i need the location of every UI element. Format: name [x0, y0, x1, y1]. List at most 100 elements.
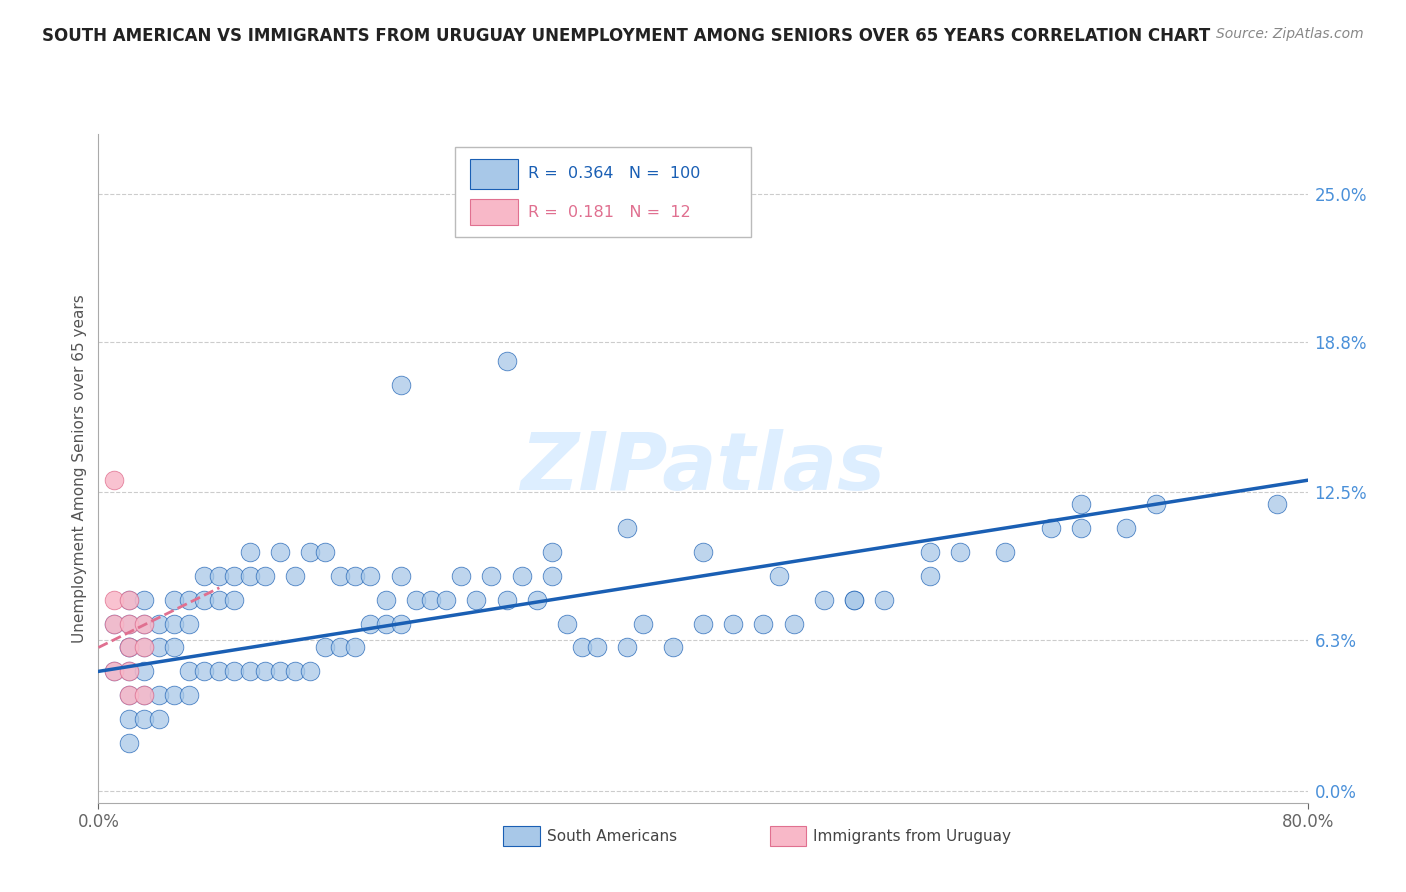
Point [1144, 497, 1167, 511]
Point [118, 640, 141, 655]
Point [179, 688, 201, 702]
Point [510, 569, 533, 583]
Point [360, 616, 382, 631]
Point [118, 592, 141, 607]
Bar [503, 826, 540, 847]
Bar [470, 199, 517, 226]
Point [662, 640, 685, 655]
Point [495, 353, 517, 368]
Bar [470, 160, 517, 189]
Point [1070, 497, 1092, 511]
Point [103, 665, 125, 679]
Point [360, 569, 382, 583]
Point [224, 592, 246, 607]
Point [103, 473, 125, 487]
Text: ZIPatlas: ZIPatlas [520, 429, 886, 508]
Point [163, 592, 186, 607]
Point [374, 592, 396, 607]
Point [118, 592, 141, 607]
Point [118, 688, 141, 702]
Point [314, 545, 336, 559]
Point [389, 569, 412, 583]
Point [873, 592, 896, 607]
Point [208, 665, 231, 679]
Point [918, 569, 941, 583]
Point [103, 616, 125, 631]
Point [239, 545, 262, 559]
Point [918, 545, 941, 559]
Point [269, 665, 291, 679]
Point [1115, 521, 1137, 535]
Point [193, 569, 215, 583]
Point [118, 736, 141, 750]
Point [389, 616, 412, 631]
Point [179, 616, 201, 631]
Point [253, 569, 276, 583]
Text: Source: ZipAtlas.com: Source: ZipAtlas.com [1216, 27, 1364, 41]
Point [299, 545, 322, 559]
Point [132, 688, 155, 702]
Point [571, 640, 593, 655]
Bar [769, 826, 806, 847]
Point [526, 592, 548, 607]
Point [314, 640, 336, 655]
Point [723, 616, 745, 631]
Point [239, 569, 262, 583]
Point [813, 592, 835, 607]
Point [374, 616, 396, 631]
Point [118, 665, 141, 679]
Point [405, 592, 427, 607]
Point [586, 640, 609, 655]
Text: South Americans: South Americans [547, 829, 678, 844]
Point [118, 616, 141, 631]
Point [103, 665, 125, 679]
Point [193, 592, 215, 607]
Point [465, 592, 488, 607]
Point [132, 712, 155, 726]
Point [118, 616, 141, 631]
Point [132, 688, 155, 702]
Point [148, 616, 170, 631]
Point [269, 545, 291, 559]
Point [179, 665, 201, 679]
Point [148, 640, 170, 655]
Point [420, 592, 443, 607]
Point [692, 545, 714, 559]
Point [239, 665, 262, 679]
Point [1070, 521, 1092, 535]
Point [783, 616, 806, 631]
Point [103, 616, 125, 631]
Point [692, 616, 714, 631]
Point [540, 545, 562, 559]
Point [616, 521, 638, 535]
Point [1267, 497, 1289, 511]
Point [631, 616, 654, 631]
Point [118, 640, 141, 655]
Point [344, 640, 367, 655]
Point [132, 640, 155, 655]
Point [118, 712, 141, 726]
Point [208, 569, 231, 583]
Point [434, 592, 457, 607]
Point [540, 569, 562, 583]
Point [284, 569, 307, 583]
Bar [456, 147, 751, 237]
Point [495, 592, 517, 607]
Point [329, 569, 352, 583]
Point [132, 616, 155, 631]
Point [284, 665, 307, 679]
Point [103, 592, 125, 607]
Point [193, 665, 215, 679]
Point [208, 592, 231, 607]
Point [253, 665, 276, 679]
Point [481, 569, 503, 583]
Point [555, 616, 578, 631]
Point [163, 616, 186, 631]
Text: SOUTH AMERICAN VS IMMIGRANTS FROM URUGUAY UNEMPLOYMENT AMONG SENIORS OVER 65 YEA: SOUTH AMERICAN VS IMMIGRANTS FROM URUGUA… [42, 27, 1211, 45]
Point [616, 640, 638, 655]
Point [132, 616, 155, 631]
Point [132, 640, 155, 655]
Point [132, 592, 155, 607]
Point [118, 665, 141, 679]
Text: R =  0.181   N =  12: R = 0.181 N = 12 [527, 204, 690, 219]
